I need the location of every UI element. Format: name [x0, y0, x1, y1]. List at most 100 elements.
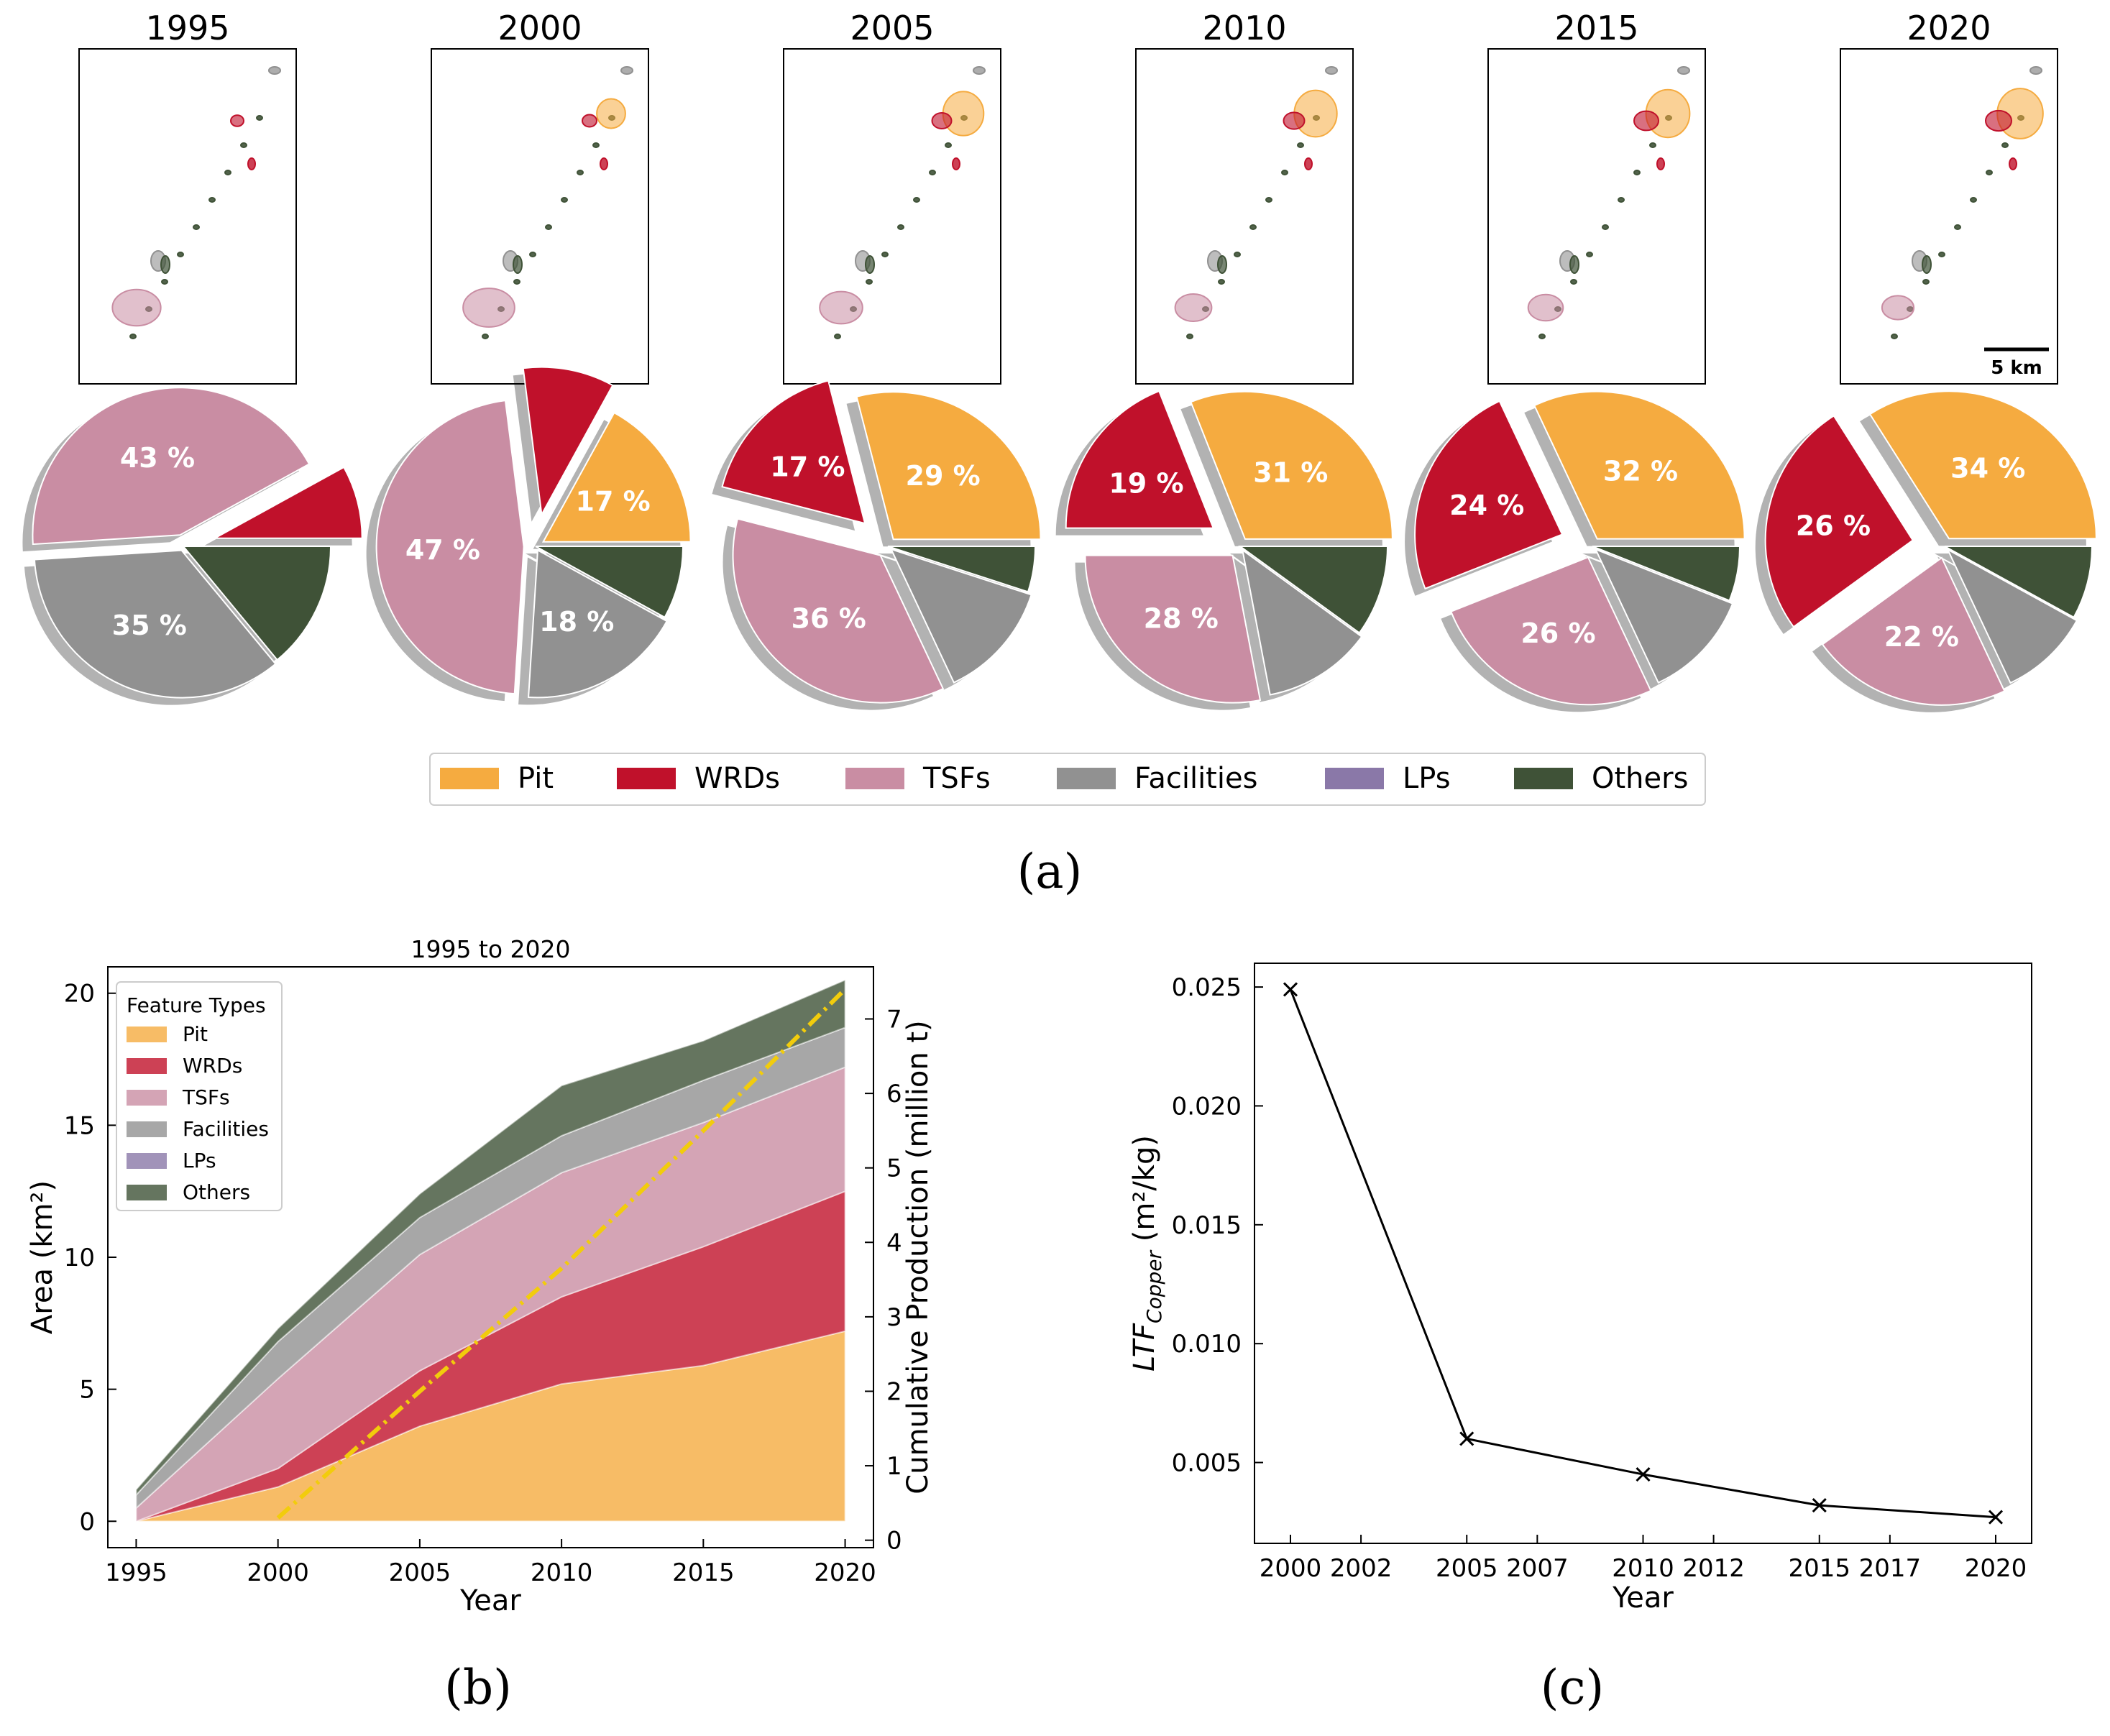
pie-2010: 31 % 19 % 28 % — [1055, 390, 1393, 710]
pie-slice-tsfs — [732, 518, 945, 704]
others-footprint — [129, 334, 137, 339]
tsf-footprint — [1881, 295, 1915, 321]
panel-a-legend: Pit WRDs TSFs Facilities LPs Others — [429, 753, 1706, 806]
legend-label-others: Others — [1592, 762, 1688, 795]
pie-1995: 43 % 35 % — [22, 387, 363, 705]
y-axis-label-sub: Copper — [1142, 1250, 1166, 1323]
pie-slice-tsfs — [1821, 556, 2006, 706]
x-tick-label: 2000 — [1260, 1554, 1322, 1583]
others-footprint — [256, 115, 263, 121]
tsf-footprint — [462, 288, 515, 328]
legend-title: Feature Types — [127, 993, 266, 1017]
wrd-footprint — [931, 112, 953, 129]
tsf-footprint — [819, 290, 863, 325]
pie-slice-others — [887, 546, 1037, 593]
pie-slice-wrds — [721, 380, 866, 525]
y-tick-label: 20 — [64, 980, 95, 1009]
others-footprint — [1954, 224, 1961, 230]
pie-slice-pit — [1868, 390, 2097, 540]
x-tick-label: 2002 — [1330, 1554, 1393, 1583]
pie-label-tsfs: 22 % — [1884, 621, 1959, 653]
data-point — [1988, 1510, 2004, 1525]
wrd-footprint — [1304, 157, 1313, 170]
pie-slice-others — [1592, 546, 1741, 602]
others-footprint — [2001, 142, 2009, 148]
pie-label-pit: 17 % — [576, 485, 651, 517]
y-right-tick-label: 2 — [886, 1377, 902, 1406]
panel-c-label: (c) — [1541, 1660, 1604, 1715]
tsf-footprint — [1174, 293, 1213, 323]
facilities-footprint — [268, 66, 281, 75]
y-tick-label: 5 — [79, 1376, 95, 1405]
legend-label-lps: LPs — [183, 1149, 216, 1172]
pie-slice-facilities — [1241, 548, 1363, 696]
pie-slice-wrds — [522, 366, 614, 517]
pie-slice-facilities — [528, 548, 668, 699]
pie-slice-tsfs — [1450, 556, 1652, 706]
legend-label-wrds: WRDs — [183, 1054, 242, 1078]
others-footprint — [1218, 279, 1225, 285]
others-footprint — [193, 224, 200, 230]
facilities-footprint — [1677, 66, 1690, 75]
others-footprint — [1633, 170, 1641, 175]
wrd-footprint — [230, 114, 244, 127]
others-footprint — [865, 255, 875, 274]
legend-swatch-facilities — [1057, 768, 1116, 789]
pit-footprint — [942, 91, 985, 137]
legend-swatch-tsfs — [127, 1090, 167, 1106]
others-footprint — [1570, 279, 1577, 285]
year-title: 2010 — [1202, 9, 1286, 47]
others-footprint — [482, 334, 489, 339]
others-footprint — [513, 255, 523, 274]
others-footprint — [929, 170, 936, 175]
others-footprint — [834, 334, 841, 339]
pie-slice-others — [1944, 546, 2093, 619]
y-axis-label: LTFCopper (m²/kg) — [1128, 1135, 1166, 1372]
pie-label-pit: 29 % — [906, 460, 981, 492]
pie-label-facilities: 18 % — [539, 606, 614, 638]
pie-slice-wrds — [1065, 390, 1215, 529]
panel-b-label: (b) — [444, 1660, 512, 1715]
y-right-axis-label: Cumulative Production (million t) — [902, 1020, 935, 1494]
y-axis-label-main: LTF — [1128, 1323, 1161, 1372]
scale-bar-label: 5 km — [1991, 357, 2042, 379]
facilities-footprint — [620, 66, 633, 75]
legend-swatch-wrds — [617, 768, 676, 789]
data-point — [1812, 1498, 1827, 1513]
pie-slice-tsfs — [1084, 554, 1262, 704]
production-line — [276, 987, 847, 1520]
x-axis-label: Year — [459, 1584, 521, 1617]
pie-slice-wrds — [1414, 400, 1564, 590]
map-footprints — [819, 66, 986, 339]
y-tick-label: 0.025 — [1172, 973, 1242, 1002]
pie-label-wrds: 19 % — [1109, 467, 1183, 499]
y-tick-label: 0 — [79, 1507, 95, 1536]
others-footprint — [224, 170, 231, 175]
others-footprint — [881, 252, 889, 257]
area-others — [135, 978, 846, 1497]
wrd-footprint — [1985, 109, 2012, 132]
legend-label-facilities: Facilities — [1134, 762, 1257, 795]
legend-label-others: Others — [183, 1180, 250, 1204]
panel-c-line-chart: 2000 2002 2005 2007 2010 2012 2015 2017 2020 0.00… — [1128, 963, 2032, 1615]
legend-label-facilities: Facilities — [183, 1117, 269, 1141]
map-footprints — [1174, 66, 1338, 339]
pie-slice-facilities — [33, 549, 277, 699]
others-footprint — [1922, 255, 1932, 274]
x-tick-label: 2005 — [389, 1558, 451, 1587]
others-footprint — [1265, 197, 1272, 203]
others-footprint — [1186, 334, 1193, 339]
year-group-1995: 1995 43 % 35 % — [22, 9, 363, 705]
others-footprint — [1234, 252, 1241, 257]
x-tick-label: 2012 — [1682, 1554, 1745, 1583]
others-footprint — [1586, 252, 1593, 257]
year-group-2020: 2020 5 km 34 % 26 % 22 % — [1755, 9, 2097, 712]
y-tick-label: 15 — [64, 1111, 95, 1140]
y-tick-label: 0.015 — [1172, 1211, 1242, 1240]
y-tick-label: 0.005 — [1172, 1449, 1242, 1478]
pie-label-pit: 34 % — [1950, 452, 2025, 484]
pie-slice-tsfs — [32, 387, 311, 546]
year-title: 2020 — [1907, 9, 1991, 47]
x-tick-label: 2017 — [1859, 1554, 1922, 1583]
wrd-footprint — [2009, 157, 2017, 170]
